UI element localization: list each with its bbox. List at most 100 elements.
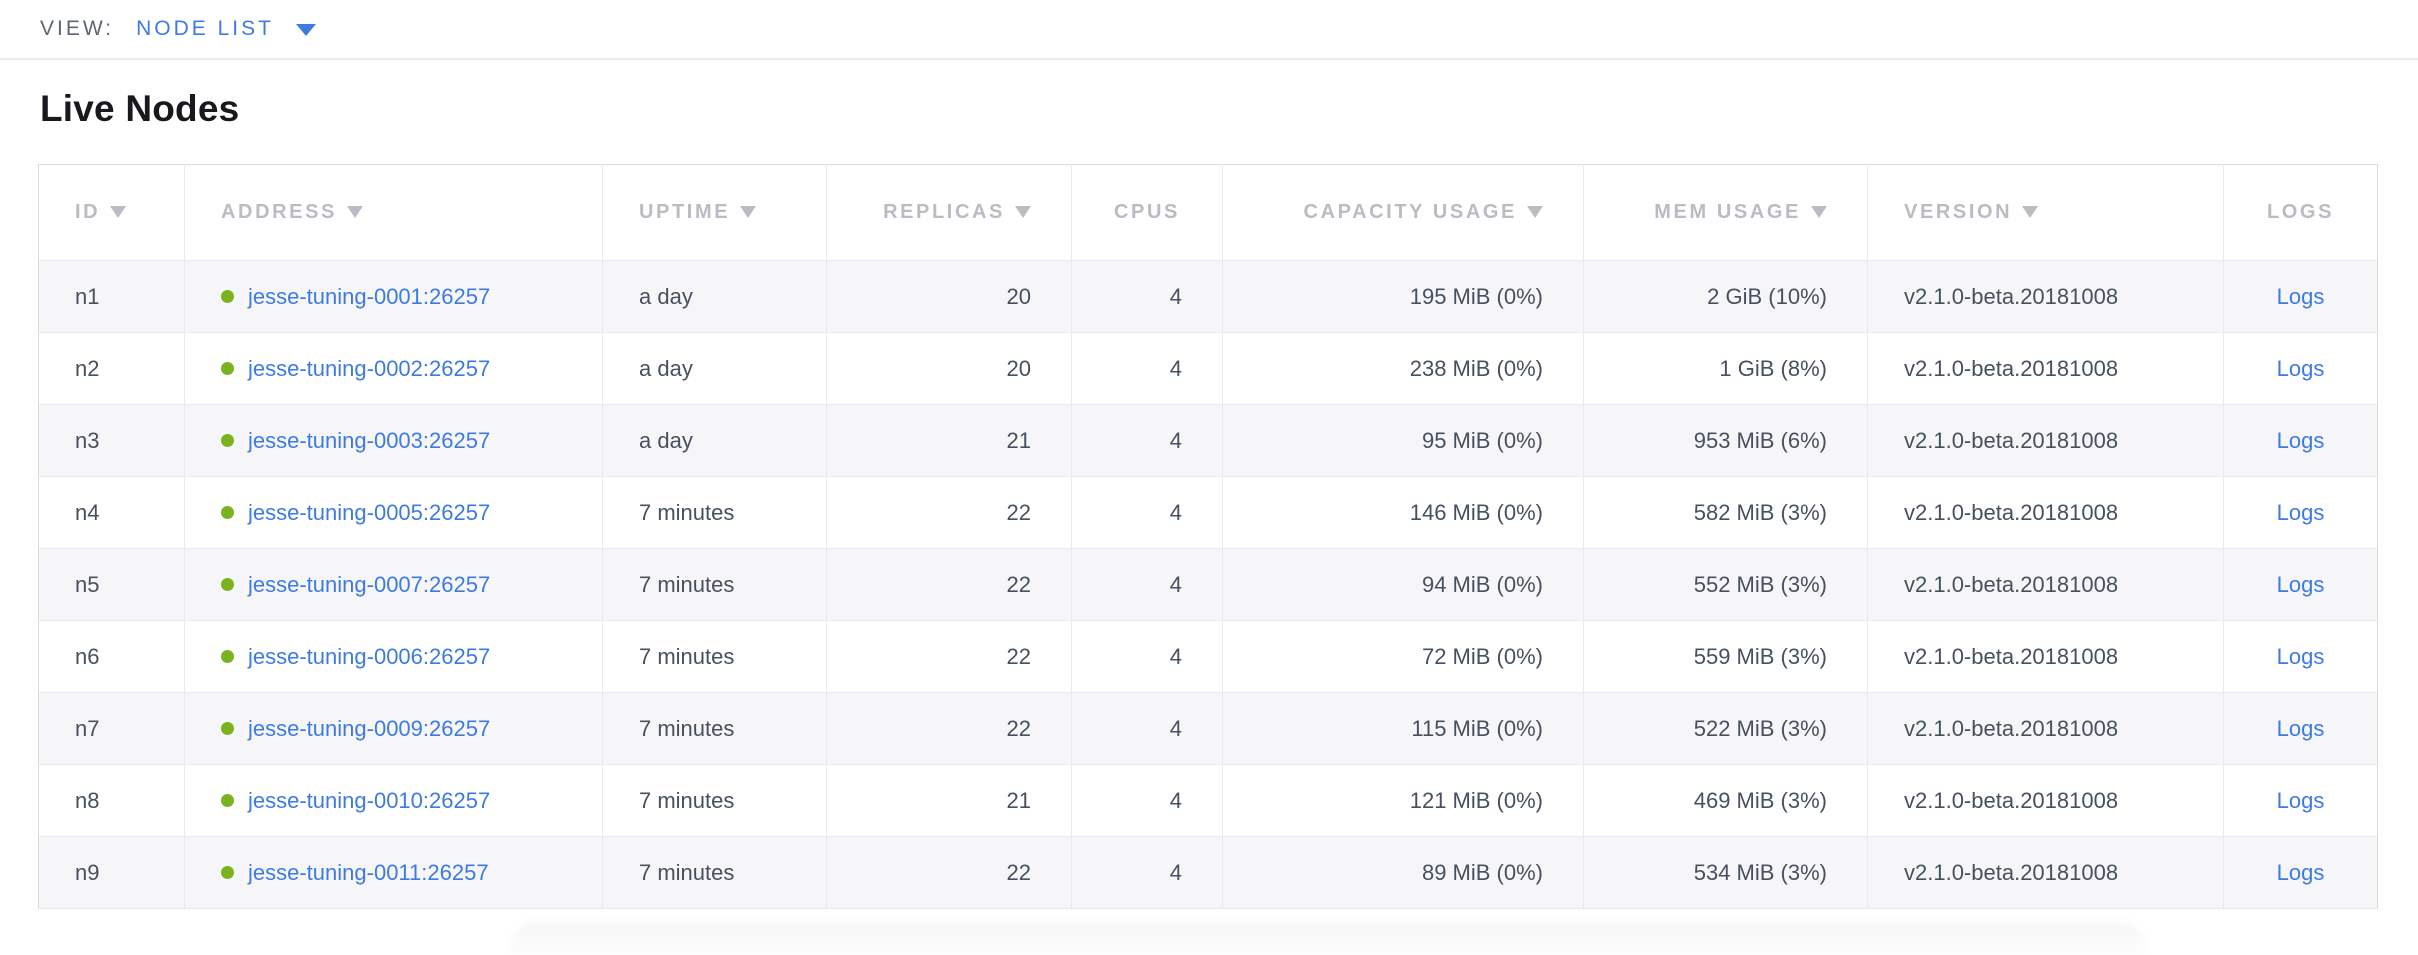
- cell-uptime: a day: [602, 404, 827, 477]
- column-header-capacity[interactable]: CAPACITY USAGE: [1222, 164, 1584, 261]
- cell-mem: 552 MiB (3%): [1583, 548, 1868, 621]
- column-header-replicas[interactable]: REPLICAS: [826, 164, 1072, 261]
- node-address-link[interactable]: jesse-tuning-0001:26257: [248, 283, 491, 309]
- node-logs-link[interactable]: Logs: [2276, 427, 2325, 453]
- table-row: n3 jesse-tuning-0003:26257 a day 21 4 95 MiB …: [38, 404, 2378, 477]
- node-logs-link[interactable]: Logs: [2276, 283, 2325, 309]
- node-address-link[interactable]: jesse-tuning-0002:26257: [248, 355, 491, 381]
- node-healthy-dot-icon: [221, 361, 234, 375]
- column-header-mem[interactable]: MEM USAGE: [1583, 164, 1868, 261]
- cell-cpus: 4: [1071, 476, 1223, 549]
- cell-cpus: 4: [1071, 260, 1223, 333]
- cell-uptime: 7 minutes: [602, 836, 827, 909]
- cell-id: n4: [38, 476, 185, 549]
- column-header-address[interactable]: ADDRESS: [184, 164, 603, 261]
- table-row: n2 jesse-tuning-0002:26257 a day 20 4 238 MiB…: [38, 332, 2378, 405]
- cell-logs: Logs: [2223, 692, 2378, 765]
- node-address-link[interactable]: jesse-tuning-0006:26257: [248, 643, 491, 669]
- column-header-uptime[interactable]: UPTIME: [602, 164, 827, 261]
- node-logs-link[interactable]: Logs: [2276, 859, 2325, 885]
- column-header-label: VERSION: [1904, 201, 2013, 223]
- sort-arrow-icon: [1015, 206, 1031, 218]
- table-header: ID ADDRESS UPTIME REPLICAS CPUS CAPACITY USAG…: [38, 164, 2378, 261]
- cell-address: jesse-tuning-0006:26257: [184, 620, 603, 693]
- table-row: n6 jesse-tuning-0006:26257 7 minutes 22 4 72 …: [38, 620, 2378, 693]
- node-healthy-dot-icon: [221, 289, 234, 303]
- node-address-link[interactable]: jesse-tuning-0003:26257: [248, 427, 491, 453]
- view-label: VIEW:: [40, 17, 115, 40]
- node-logs-link[interactable]: Logs: [2276, 787, 2325, 813]
- cell-replicas: 22: [826, 692, 1072, 765]
- node-logs-link[interactable]: Logs: [2276, 643, 2325, 669]
- cell-version: v2.1.0-beta.20181008: [1867, 476, 2224, 549]
- cell-cpus: 4: [1071, 692, 1223, 765]
- live-nodes-table: ID ADDRESS UPTIME REPLICAS CPUS CAPACITY USAG…: [38, 164, 2378, 909]
- column-header-label: ID: [75, 201, 101, 223]
- cell-mem: 534 MiB (3%): [1583, 836, 1868, 909]
- cell-cpus: 4: [1071, 764, 1223, 837]
- node-address-link[interactable]: jesse-tuning-0005:26257: [248, 499, 491, 525]
- cell-capacity: 72 MiB (0%): [1222, 620, 1584, 693]
- cell-version: v2.1.0-beta.20181008: [1867, 692, 2224, 765]
- column-header-label: MEM USAGE: [1654, 201, 1801, 223]
- cell-address: jesse-tuning-0005:26257: [184, 476, 603, 549]
- view-selector-dropdown[interactable]: NODE LIST: [136, 17, 316, 41]
- cell-mem: 582 MiB (3%): [1583, 476, 1868, 549]
- cell-cpus: 4: [1071, 548, 1223, 621]
- cell-address: jesse-tuning-0002:26257: [184, 332, 603, 405]
- column-header-id[interactable]: ID: [38, 164, 185, 261]
- column-header-label: ADDRESS: [221, 201, 337, 223]
- cell-capacity: 115 MiB (0%): [1222, 692, 1584, 765]
- node-healthy-dot-icon: [221, 649, 234, 663]
- column-header-cpus: CPUS: [1071, 164, 1223, 261]
- cell-uptime: 7 minutes: [602, 764, 827, 837]
- cell-uptime: 7 minutes: [602, 620, 827, 693]
- cell-logs: Logs: [2223, 404, 2378, 477]
- node-logs-link[interactable]: Logs: [2276, 571, 2325, 597]
- node-logs-link[interactable]: Logs: [2276, 499, 2325, 525]
- cell-address: jesse-tuning-0010:26257: [184, 764, 603, 837]
- node-address-link[interactable]: jesse-tuning-0010:26257: [248, 787, 491, 813]
- node-logs-link[interactable]: Logs: [2276, 355, 2325, 381]
- cell-logs: Logs: [2223, 260, 2378, 333]
- cell-address: jesse-tuning-0011:26257: [184, 836, 603, 909]
- node-address-link[interactable]: jesse-tuning-0007:26257: [248, 571, 491, 597]
- cell-cpus: 4: [1071, 620, 1223, 693]
- cell-replicas: 22: [826, 548, 1072, 621]
- cell-version: v2.1.0-beta.20181008: [1867, 548, 2224, 621]
- cell-capacity: 195 MiB (0%): [1222, 260, 1584, 333]
- cell-version: v2.1.0-beta.20181008: [1867, 404, 2224, 477]
- node-healthy-dot-icon: [221, 721, 234, 735]
- view-selector-value: NODE LIST: [136, 17, 274, 40]
- next-section-card-edge: [515, 925, 2140, 955]
- cell-id: n7: [38, 692, 185, 765]
- cell-replicas: 22: [826, 836, 1072, 909]
- caret-down-icon: [295, 24, 316, 36]
- cell-uptime: 7 minutes: [602, 548, 827, 621]
- table-row: n7 jesse-tuning-0009:26257 7 minutes 22 4 115…: [38, 692, 2378, 765]
- sort-arrow-icon: [1527, 206, 1543, 218]
- cell-replicas: 21: [826, 764, 1072, 837]
- cell-cpus: 4: [1071, 404, 1223, 477]
- sort-arrow-icon: [347, 206, 363, 218]
- cell-uptime: a day: [602, 260, 827, 333]
- cell-version: v2.1.0-beta.20181008: [1867, 764, 2224, 837]
- node-logs-link[interactable]: Logs: [2276, 715, 2325, 741]
- node-address-link[interactable]: jesse-tuning-0011:26257: [248, 859, 489, 885]
- cell-id: n8: [38, 764, 185, 837]
- cell-logs: Logs: [2223, 332, 2378, 405]
- cell-capacity: 238 MiB (0%): [1222, 332, 1584, 405]
- table-row: n4 jesse-tuning-0005:26257 7 minutes 22 4 146…: [38, 476, 2378, 549]
- cell-uptime: 7 minutes: [602, 692, 827, 765]
- cell-id: n1: [38, 260, 185, 333]
- cell-logs: Logs: [2223, 548, 2378, 621]
- node-address-link[interactable]: jesse-tuning-0009:26257: [248, 715, 491, 741]
- cell-replicas: 22: [826, 476, 1072, 549]
- cell-address: jesse-tuning-0003:26257: [184, 404, 603, 477]
- cell-id: n9: [38, 836, 185, 909]
- cell-replicas: 22: [826, 620, 1072, 693]
- column-header-version[interactable]: VERSION: [1867, 164, 2224, 261]
- node-healthy-dot-icon: [221, 505, 234, 519]
- cell-cpus: 4: [1071, 332, 1223, 405]
- live-nodes-table-container: ID ADDRESS UPTIME REPLICAS CPUS CAPACITY USAG…: [38, 164, 2418, 909]
